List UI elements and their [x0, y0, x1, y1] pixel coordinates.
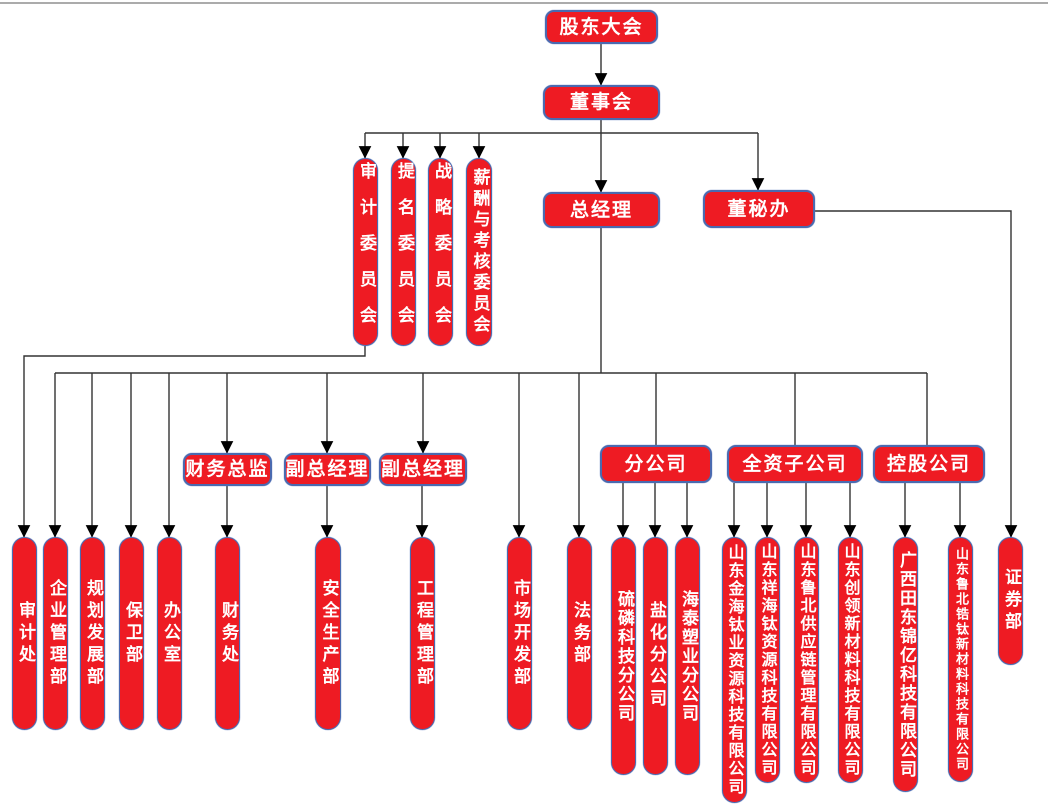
org-node-salt-chemical-branch: 盐化分公司	[643, 537, 668, 775]
org-node-general-office: 办公室	[157, 537, 182, 730]
org-node-audit-office: 审计处	[12, 537, 37, 730]
org-node-market-development-dept: 市场开发部	[507, 537, 532, 730]
org-node-engineering-management-dept: 工程管理部	[410, 537, 435, 730]
org-node-securities-dept: 证券部	[998, 537, 1023, 665]
org-node-cfo: 财务总监	[183, 453, 272, 486]
org-node-wholly-owned-subsidiaries: 全资子公司	[727, 445, 863, 483]
org-node-haitai-plastics-branch: 海泰塑业分公司	[675, 537, 700, 775]
org-node-jinhai-titanium-resources: 山东金海钛业资源科技有限公司	[722, 537, 747, 803]
org-node-planning-development-dept: 规划发展部	[80, 537, 105, 730]
org-node-board-of-directors: 董事会	[543, 85, 660, 120]
org-node-remuneration-appraisal-committee: 薪酬与考核委员会	[466, 158, 492, 346]
org-node-general-manager: 总经理	[543, 192, 660, 228]
connector-line	[815, 210, 1018, 538]
org-node-chuangling-new-materials: 山东创领新材料科技有限公司	[838, 537, 863, 783]
org-node-safety-production-dept: 安全生产部	[315, 537, 341, 730]
org-node-legal-affairs-dept: 法务部	[567, 537, 592, 730]
org-node-lubei-zirconium-titanium: 山东鲁北锆钛新材料科技有限公司	[948, 537, 973, 782]
connector-line	[17, 346, 366, 538]
org-node-holding-companies: 控股公司	[873, 445, 985, 483]
org-node-branch-companies: 分公司	[600, 445, 712, 483]
org-node-strategy-committee: 战略委员会	[428, 158, 453, 346]
org-node-board-secretary-office: 董秘办	[703, 190, 815, 228]
org-node-deputy-gm-1: 副总经理	[284, 453, 371, 486]
org-node-enterprise-management-dept: 企业管理部	[43, 537, 68, 730]
org-node-guangxi-tiandong-jinyi: 广西田东锦亿科技有限公司	[893, 537, 918, 792]
org-node-security-dept: 保卫部	[119, 537, 144, 730]
top-border-line	[0, 2, 1048, 4]
org-node-nomination-committee: 提名委员会	[391, 158, 416, 346]
org-node-shareholders-meeting: 股东大会	[545, 10, 658, 44]
org-node-audit-committee: 审计委员会	[353, 158, 378, 346]
org-node-xianghai-titanium-resources: 山东祥海钛资源科技有限公司	[755, 537, 780, 783]
org-node-finance-office: 财务处	[215, 537, 240, 730]
org-node-deputy-gm-2: 副总经理	[379, 453, 467, 486]
org-node-lubei-supply-chain: 山东鲁北供应链管理有限公司	[794, 537, 819, 783]
org-node-sulfur-phosphorus-tech-branch: 硫磷科技分公司	[611, 537, 636, 775]
